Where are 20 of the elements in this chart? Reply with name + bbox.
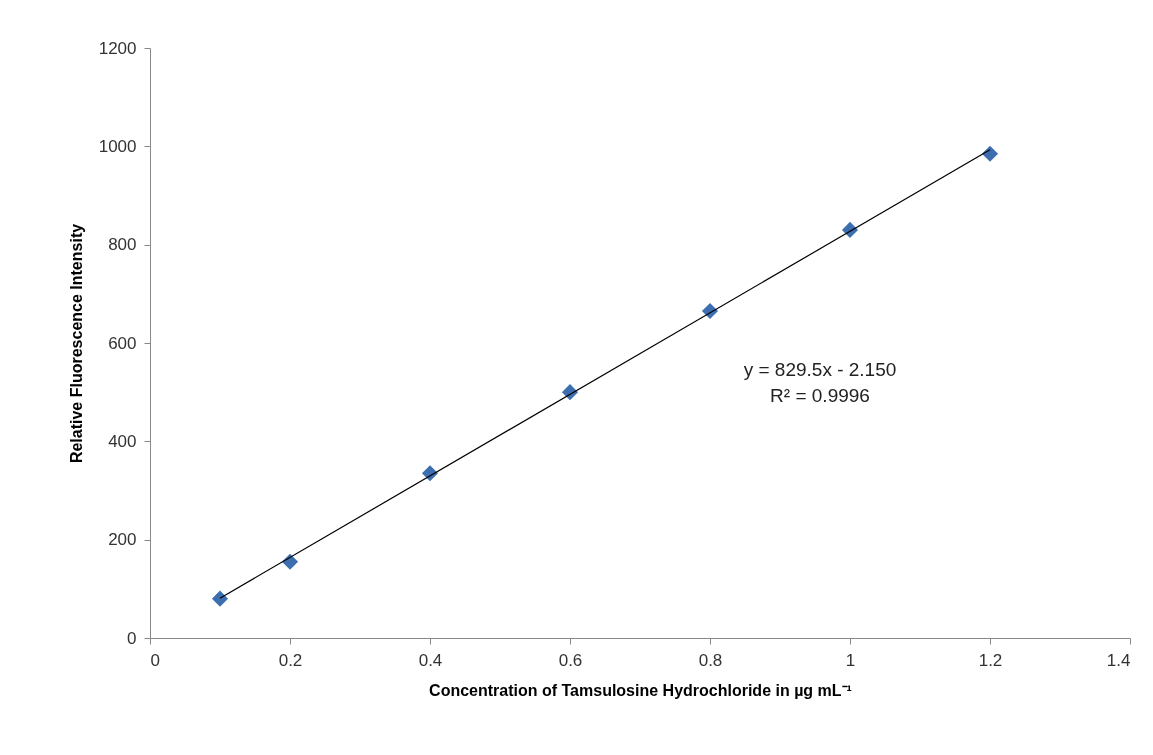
y-tick-label: 0 xyxy=(127,628,137,648)
y-tick-label: 1200 xyxy=(98,38,137,58)
x-tick-label: 1.2 xyxy=(978,650,1003,670)
x-tick-label: 0.2 xyxy=(278,650,303,670)
x-tick-label: 0.4 xyxy=(418,650,443,670)
x-tick-label: 0.8 xyxy=(698,650,723,670)
x-tick-label: 1.4 xyxy=(1106,650,1131,670)
point xyxy=(211,590,229,607)
x-tick-label: 0 xyxy=(150,650,160,670)
annotation: R² = 0.9996 xyxy=(770,385,870,406)
y-tick-label: 800 xyxy=(108,235,137,255)
y-tick-label: 600 xyxy=(108,333,137,353)
x-tick-label: 0.6 xyxy=(558,650,583,670)
y-axis-title: Relative Fluorescence Intensity xyxy=(67,223,85,464)
annotation: y = 829.5x - 2.150 xyxy=(743,359,897,380)
x-tick-label: 1 xyxy=(845,650,856,670)
x-axis-title: Concentration of Tamsulosine Hydrochloride in µg mL⁻¹ xyxy=(429,681,852,699)
y-tick-label: 1000 xyxy=(98,136,137,156)
y-tick-label: 200 xyxy=(108,530,137,550)
y-tick-label: 400 xyxy=(108,431,137,451)
